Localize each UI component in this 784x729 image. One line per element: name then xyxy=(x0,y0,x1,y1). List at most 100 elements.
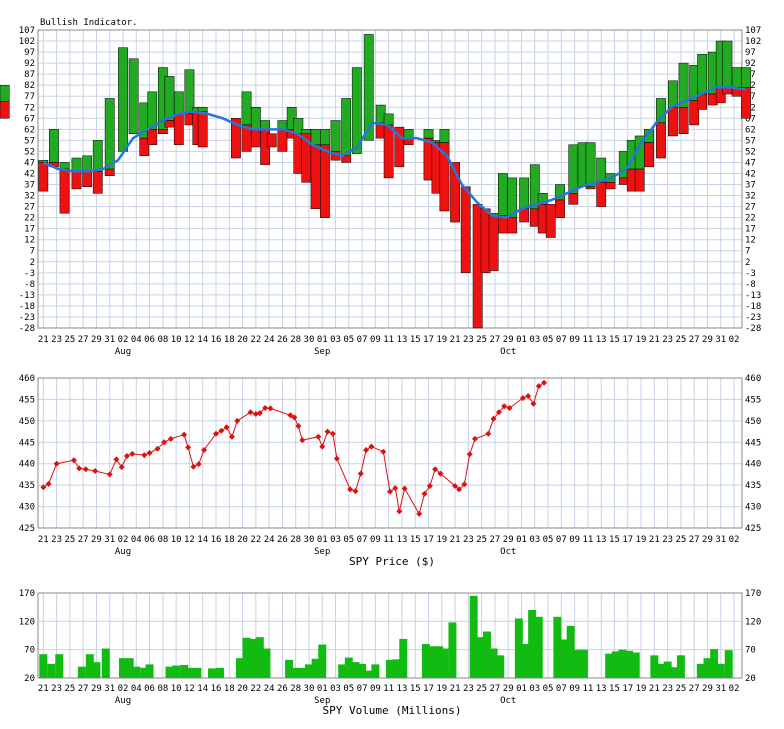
indicator-y-tick-left: 22 xyxy=(24,214,35,224)
indicator-bar-up xyxy=(403,129,414,139)
indicator-bar-down xyxy=(555,199,565,218)
indicator-y-tick-left: 82 xyxy=(24,81,35,91)
indicator-bar-up xyxy=(722,40,733,88)
indicator-bar-up xyxy=(423,129,434,139)
volume-x-tick-label: 02 xyxy=(729,684,740,694)
volume-bar xyxy=(496,655,505,678)
price-chart-caption: SPY Price ($) xyxy=(349,555,435,568)
price-x-tick-label: 19 xyxy=(636,535,647,545)
indicator-x-tick-label: 28 xyxy=(290,335,301,345)
price-point xyxy=(392,485,399,492)
indicator-y-tick-left: 77 xyxy=(24,92,35,102)
indicator-bar-down xyxy=(439,142,450,212)
price-point xyxy=(452,483,459,489)
volume-x-tick-label: 22 xyxy=(250,684,261,694)
price-point xyxy=(426,483,433,489)
volume-bar xyxy=(618,649,627,678)
volume-bar xyxy=(255,637,264,678)
price-x-tick-label: 24 xyxy=(264,535,275,545)
indicator-x-tick-label: 25 xyxy=(476,335,487,345)
indicator-bar-up xyxy=(128,58,139,134)
indicator-x-tick-label: 31 xyxy=(715,335,726,345)
price-x-tick-label: 15 xyxy=(410,535,421,545)
indicator-bar-down xyxy=(0,101,10,119)
volume-bar xyxy=(92,662,101,678)
indicator-bar-down xyxy=(596,182,607,207)
price-x-tick-label: 05 xyxy=(343,535,354,545)
price-plot-border xyxy=(37,377,743,529)
price-point xyxy=(223,424,230,431)
volume-x-tick-label: 25 xyxy=(675,684,686,694)
volume-bar xyxy=(242,637,251,678)
volume-bar xyxy=(262,648,271,678)
price-point xyxy=(167,435,174,442)
price-x-tick-label: 02 xyxy=(118,535,129,545)
indicator-bar-up xyxy=(668,80,678,108)
indicator-x-tick-label: 16 xyxy=(211,335,222,345)
price-x-tick-label: 11 xyxy=(582,535,593,545)
indicator-bar-down xyxy=(104,168,115,176)
price-x-tick-label: 14 xyxy=(197,535,208,545)
indicator-y-tick-right: 2 xyxy=(745,258,750,268)
indicator-x-tick-label: 21 xyxy=(38,335,49,345)
indicator-bar-down xyxy=(656,122,666,159)
volume-x-tick-label: 13 xyxy=(596,684,607,694)
price-point xyxy=(70,457,77,464)
volume-bar xyxy=(132,666,141,678)
volume-bar xyxy=(399,638,408,678)
price-x-tick-label: 01 xyxy=(516,535,527,545)
price-point xyxy=(506,405,513,411)
indicator-bar-down xyxy=(173,113,184,146)
volume-bar xyxy=(611,651,620,678)
indicator-bar-up xyxy=(49,129,59,163)
price-x-tick-label: 12 xyxy=(184,535,195,545)
indicator-y-tick-right: 47 xyxy=(745,158,756,168)
volume-bar xyxy=(364,670,373,678)
indicator-bar-up xyxy=(92,140,103,172)
indicator-y-tick-right: 7 xyxy=(745,247,750,257)
volume-bar xyxy=(560,639,568,678)
volume-bar xyxy=(235,658,244,678)
price-month-label: Sep xyxy=(314,547,330,557)
volume-bar xyxy=(716,663,725,678)
price-point xyxy=(234,417,241,424)
volume-x-tick-label: 12 xyxy=(184,684,195,694)
price-y-tick-right: 425 xyxy=(745,524,761,534)
indicator-bar-down xyxy=(147,129,158,146)
indicator-y-tick-right: 102 xyxy=(745,37,761,47)
price-point xyxy=(141,452,148,459)
price-x-tick-label: 21 xyxy=(38,535,49,545)
volume-x-tick-label: 21 xyxy=(450,684,461,694)
indicator-x-tick-label: 07 xyxy=(556,335,567,345)
price-point xyxy=(129,450,136,457)
volume-y-tick-right: 120 xyxy=(745,617,761,627)
price-x-tick-label: 17 xyxy=(423,535,434,545)
price-x-tick-label: 23 xyxy=(662,535,673,545)
indicator-bar-down xyxy=(488,215,499,271)
price-x-tick-label: 08 xyxy=(157,535,168,545)
price-point xyxy=(118,464,125,471)
volume-x-tick-label: 29 xyxy=(91,684,102,694)
price-x-tick-label: 09 xyxy=(370,535,381,545)
volume-y-tick-left: 20 xyxy=(24,674,35,684)
volume-month-label: Aug xyxy=(115,696,131,706)
indicator-x-tick-label: 05 xyxy=(543,335,554,345)
price-x-tick-label: 23 xyxy=(463,535,474,545)
volume-bar xyxy=(553,616,562,678)
volume-x-tick-label: 31 xyxy=(104,684,115,694)
volume-x-tick-label: 29 xyxy=(503,684,514,694)
price-point xyxy=(437,470,444,477)
volume-x-tick-label: 24 xyxy=(264,684,275,694)
price-x-tick-label: 29 xyxy=(91,535,102,545)
indicator-x-tick-label: 15 xyxy=(609,335,620,345)
indicator-bar-down xyxy=(92,171,103,194)
indicator-y-tick-left: 67 xyxy=(24,114,35,124)
indicator-bar-down xyxy=(82,171,93,187)
volume-bar xyxy=(579,649,588,678)
price-point xyxy=(228,433,235,440)
price-point xyxy=(324,428,331,435)
indicator-bar-down xyxy=(545,204,556,238)
volume-bar xyxy=(165,666,174,678)
volume-bar xyxy=(663,661,672,678)
